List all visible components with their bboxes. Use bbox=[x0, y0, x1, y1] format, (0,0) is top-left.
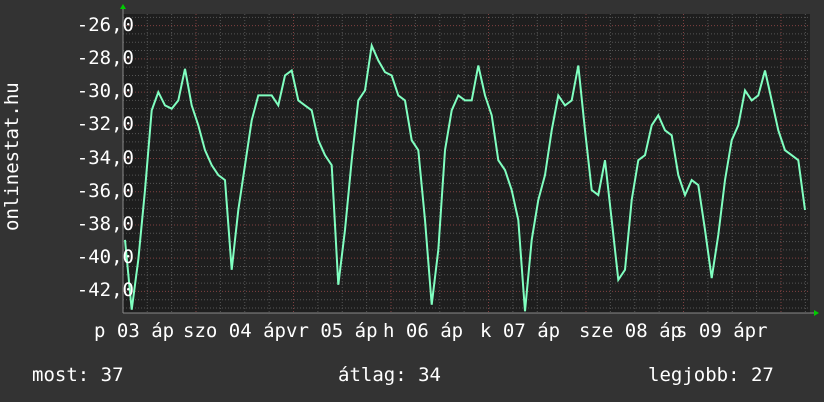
x-tick-label: k 07 áp bbox=[480, 320, 561, 342]
x-tick-label: h 06 áp bbox=[383, 320, 464, 342]
x-tick-label: vr 05 áp bbox=[286, 320, 378, 342]
y-tick-label: -42,0 bbox=[76, 279, 134, 302]
plot-background bbox=[123, 14, 810, 313]
y-tick-label: -32,0 bbox=[76, 113, 134, 136]
y-tick-label: -30,0 bbox=[76, 80, 134, 103]
y-tick-label: -36,0 bbox=[76, 179, 134, 202]
x-tick-label: szo 04 áp bbox=[183, 320, 286, 342]
legend-best: legjobb: 27 bbox=[648, 364, 774, 386]
y-tick-label: -34,0 bbox=[76, 146, 134, 169]
series-line bbox=[124, 42, 806, 312]
y-tick-label: -40,0 bbox=[76, 246, 134, 269]
x-tick-label: s 09 ápr bbox=[676, 320, 768, 342]
y-tick-label: -38,0 bbox=[76, 212, 134, 235]
y-axis-arrow bbox=[120, 4, 126, 9]
y-axis-title: onlinestat.hu bbox=[1, 82, 23, 231]
x-tick-label: sze 08 áp bbox=[579, 320, 682, 342]
y-tick-label: -28,0 bbox=[76, 46, 134, 69]
y-tick-label: -26,0 bbox=[76, 13, 134, 36]
x-axis-arrow bbox=[814, 310, 819, 316]
legend-average: átlag: 34 bbox=[338, 364, 441, 386]
legend-current: most: 37 bbox=[32, 364, 124, 386]
x-tick-label: p 03 áp bbox=[94, 320, 175, 342]
